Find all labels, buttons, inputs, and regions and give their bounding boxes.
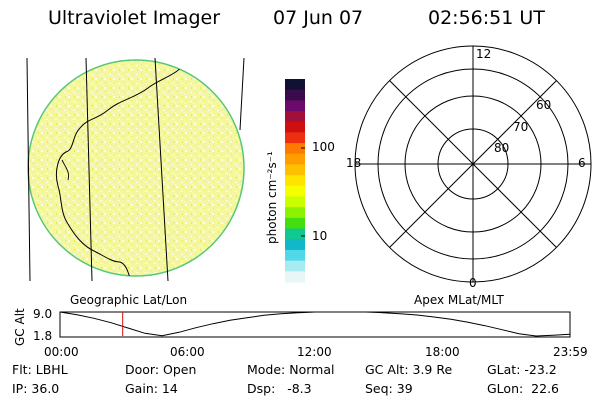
footer-gc-alt: GC Alt: 3.9 Re [365,362,453,377]
uv-disk [27,59,245,277]
date-label: 07 Jun 07 [273,7,364,29]
colorbar-band [285,260,305,272]
orbit-plot [59,311,571,338]
orbit-xtick: 12:00 [297,345,332,359]
gc-alt-series-line [59,311,570,337]
apex-caption: Apex MLat/MLT [414,293,504,307]
footer-door: Door: Open [125,362,197,377]
colorbar-band [285,143,305,155]
colorbar-band [285,111,305,123]
colorbar-band [285,228,305,240]
colorbar-band [285,89,305,101]
colorbar-band [285,100,305,112]
mlt-label-6: 6 [578,156,586,170]
mlat-label-60: 60 [536,98,552,112]
colorbar-band [285,79,305,91]
orbit-ytick-max: 9.0 [33,307,53,321]
mlt-label-18: 18 [346,156,362,170]
footer-gain: Gain: 14 [125,381,178,396]
meridian-line [154,57,169,282]
colorbar-band [285,185,305,198]
colorbar [285,79,305,283]
orbit-xtick: 00:00 [44,345,79,359]
footer-seq: Seq: 39 [365,381,413,396]
instrument-title: Ultraviolet Imager [48,7,221,29]
footer-filter: Flt: LBHL [12,362,68,377]
colorbar-unit-label: photon cm⁻²s⁻¹ [265,151,279,244]
colorbar-band [285,249,305,262]
geographic-caption: Geographic Lat/Lon [70,293,188,307]
colorbar-band [285,132,305,144]
mlat-label-70: 70 [513,120,529,134]
orbit-ytick-min: 1.8 [33,329,53,343]
meridian-line [239,57,245,131]
coastline [55,60,187,276]
polar-diagonal [389,80,557,248]
orbit-plot-frame [59,311,571,338]
orbit-ylabel: GC Alt [13,308,27,346]
colorbar-band [285,121,305,134]
colorbar-tick-10: 10 [312,229,328,243]
disk-overlay [55,60,187,276]
mlt-label-0: 0 [469,276,477,290]
footer-dsp: Dsp: -8.3 [247,381,312,396]
time-label: 02:56:51 UT [428,7,545,29]
colorbar-tick-100: 100 [312,140,335,154]
coastline-segment [61,159,69,181]
colorbar-band [285,196,305,208]
colorbar-band [285,153,305,166]
orbit-xtick: 23:59 [553,345,588,359]
mlt-label-12: 12 [476,47,492,61]
meridian-line [85,57,93,282]
colorbar-band [285,271,305,283]
mlat-label-80: 80 [494,141,510,155]
footer-glon: GLon: 22.6 [487,381,559,396]
colorbar-band [285,207,305,219]
colorbar-band [285,217,305,230]
colorbar-band [285,239,305,251]
colorbar-band [285,175,305,187]
meridian-line [26,57,31,282]
footer-glat: GLat: -23.2 [487,362,557,377]
colorbar-band [285,164,305,176]
orbit-xtick: 06:00 [170,345,205,359]
footer-ip: IP: 36.0 [12,381,60,396]
footer-mode: Mode: Normal [247,362,335,377]
orbit-xtick: 18:00 [425,345,460,359]
polar-grid [354,45,592,283]
geographic-disk-panel [26,57,245,282]
